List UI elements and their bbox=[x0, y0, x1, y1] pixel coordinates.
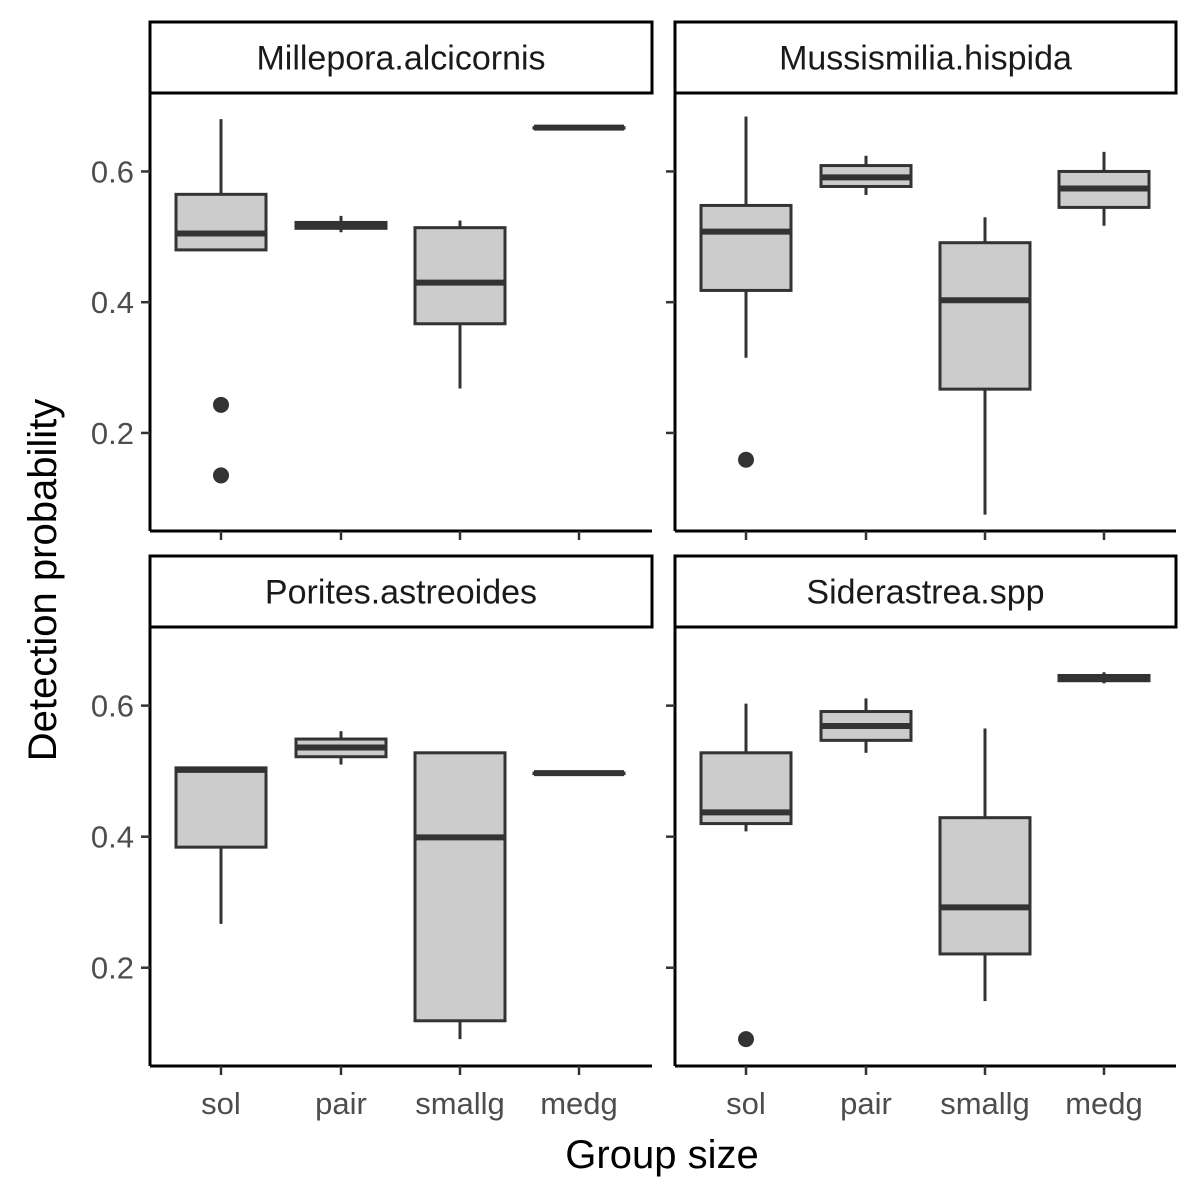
panel-1-smallg-box bbox=[413, 226, 507, 326]
y-tick-label: 0.2 bbox=[91, 416, 134, 451]
y-axis-title: Detection probability bbox=[21, 399, 65, 761]
panel-2-smallg-box bbox=[938, 241, 1032, 391]
panel-3-sol-box bbox=[174, 766, 268, 849]
y-tick-label: 0.4 bbox=[91, 820, 134, 855]
x-tick-label: sol bbox=[201, 1086, 241, 1121]
panel-2-strip bbox=[673, 20, 1178, 95]
y-tick-label: 0.6 bbox=[91, 154, 134, 189]
x-tick-label: smallg bbox=[940, 1086, 1030, 1121]
x-tick-label: pair bbox=[840, 1086, 892, 1121]
panel-2-sol-box bbox=[699, 203, 793, 292]
panel-4-strip bbox=[673, 554, 1178, 629]
x-tick-label: medg bbox=[1065, 1086, 1143, 1121]
panel-2-title: Mussismilia.hispida bbox=[779, 40, 1072, 78]
panel-4-title: Siderastrea.spp bbox=[806, 574, 1044, 612]
panel-1-sol-outlier bbox=[213, 467, 229, 484]
y-tick-label: 0.2 bbox=[91, 951, 134, 986]
panel-1-strip bbox=[148, 20, 654, 95]
panel-4-smallg-box bbox=[938, 816, 1032, 956]
panel-1-sol-outlier bbox=[213, 396, 229, 413]
x-tick-label: sol bbox=[726, 1086, 766, 1121]
panel-3-strip bbox=[148, 554, 654, 629]
panel-1-title: Millepora.alcicornis bbox=[256, 40, 545, 78]
y-tick-label: 0.4 bbox=[91, 285, 134, 320]
x-tick-label: medg bbox=[540, 1086, 618, 1121]
x-tick-label: smallg bbox=[415, 1086, 505, 1121]
panel-3-smallg-box bbox=[413, 751, 507, 1023]
x-tick-label: pair bbox=[315, 1086, 367, 1121]
y-tick-label: 0.6 bbox=[91, 689, 134, 724]
panel-4-sol-outlier bbox=[738, 1031, 754, 1048]
panel-1-sol-box bbox=[174, 192, 268, 252]
panel-3-title: Porites.astreoides bbox=[265, 574, 537, 612]
x-axis-title: Group size bbox=[565, 1133, 758, 1177]
panel-2-sol-outlier bbox=[738, 451, 754, 468]
